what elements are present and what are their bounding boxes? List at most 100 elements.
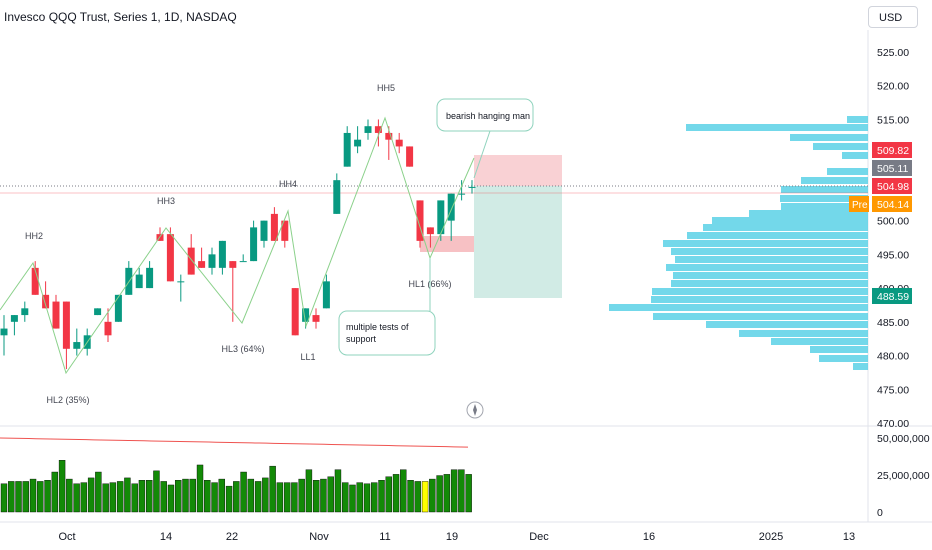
volume-bar (87, 477, 95, 513)
candle-body (374, 126, 382, 133)
volume-bar (305, 469, 313, 513)
volume-profile-bar (673, 272, 868, 279)
volume-bar (276, 482, 284, 513)
candle-body (260, 220, 268, 241)
price-label-box (872, 288, 912, 304)
volume-bar (22, 481, 29, 513)
volume-bar (160, 481, 167, 513)
candle-body (406, 146, 414, 167)
volume-bar (247, 478, 255, 513)
volume-bar (196, 464, 204, 513)
volume-profile-bar (675, 256, 868, 263)
y-tick-label: 470.00 (877, 418, 909, 430)
pre-label-text: Pre (852, 200, 868, 211)
candle-body (416, 200, 424, 241)
volume-bar (320, 478, 327, 513)
volume-bar (44, 480, 51, 513)
candle-body (0, 328, 8, 336)
callout-pointer (473, 130, 491, 179)
y-tick-label: 485.00 (877, 317, 909, 329)
candle-body (198, 261, 206, 268)
zigzag-label: HL2 (35%) (46, 395, 89, 405)
callout-box (338, 310, 436, 356)
volume-profile-bar (651, 296, 868, 303)
x-tick-label: Nov (309, 531, 329, 543)
x-tick-label: 22 (226, 531, 238, 543)
candle-body (52, 301, 60, 329)
volume-bar (429, 478, 436, 513)
volume-bar (283, 482, 291, 513)
volume-bar (414, 481, 422, 513)
volume-bar (356, 482, 363, 513)
candle-body (468, 186, 476, 188)
price-label-box (872, 178, 912, 194)
volume-profile-bar (853, 363, 868, 370)
candle-body (343, 132, 351, 167)
volume-bar (109, 482, 117, 513)
zigzag-line (0, 116, 475, 375)
volume-profile-bar (666, 264, 868, 271)
candle-body (104, 321, 112, 336)
candle-body (177, 281, 185, 283)
volume-bar (233, 481, 240, 513)
candle-body (426, 227, 434, 235)
y-tick-label: 515.00 (877, 114, 909, 126)
candle-body (281, 220, 289, 241)
callout-text: support (346, 334, 377, 344)
volume-bar (116, 481, 124, 513)
volume-bar (189, 478, 196, 513)
volume-bar (378, 480, 385, 513)
volume-bar (342, 482, 349, 513)
candle-body (187, 247, 195, 275)
candle-body (166, 234, 174, 282)
volume-bar (175, 480, 182, 513)
x-tick-label: 2025 (759, 531, 783, 543)
x-tick-label: 19 (446, 531, 458, 543)
volume-bar (153, 470, 160, 513)
volume-bar (334, 469, 342, 513)
x-tick-label: Dec (529, 531, 549, 543)
stop-loss-zone (474, 155, 562, 186)
candle-body (354, 139, 362, 147)
candle-body (437, 200, 445, 235)
candle-body (250, 227, 258, 262)
volume-bar (254, 481, 262, 513)
volume-profile-bar (686, 124, 868, 131)
volume-bar (262, 477, 269, 513)
volume-bar (392, 474, 400, 513)
price-label-box (872, 196, 912, 212)
x-tick-label: Oct (58, 531, 75, 543)
volume-profile-bar (653, 313, 868, 320)
volume-profile-bar (609, 304, 868, 311)
volume-bar (269, 465, 276, 513)
volume-profile-bar (706, 321, 868, 328)
volume-profile-bar (749, 210, 868, 217)
y-tick-label: 520.00 (877, 81, 909, 93)
candle-body (218, 240, 226, 268)
volume-bar (204, 480, 211, 513)
chart-title: Invesco QQQ Trust, Series 1, 1D, NASDAQ (4, 10, 237, 24)
y-tick-label: 525.00 (877, 47, 909, 59)
candle-body (21, 308, 29, 316)
volume-profile-bar (739, 330, 868, 337)
price-label-box (872, 142, 912, 158)
currency-selector[interactable]: USD (868, 6, 918, 28)
volume-bar (15, 481, 22, 513)
candle-body (114, 294, 122, 322)
zigzag-label: LL1 (300, 352, 315, 362)
volume-profile-bar (810, 346, 868, 353)
candle-body (146, 267, 154, 289)
support-zone (420, 236, 474, 252)
price-label-text: 504.98 (877, 181, 909, 193)
y-tick-label: 480.00 (877, 351, 909, 363)
volume-tick-label: 0 (877, 507, 883, 519)
y-tick-label: 475.00 (877, 384, 909, 396)
candle-body (10, 315, 18, 322)
volume-bar (95, 471, 102, 513)
candle-body (62, 301, 70, 349)
y-tick-label: 495.00 (877, 249, 909, 261)
volume-bar (0, 483, 8, 513)
volume-bar (458, 469, 465, 513)
volume-bar (66, 478, 73, 513)
candle-body (208, 254, 216, 268)
